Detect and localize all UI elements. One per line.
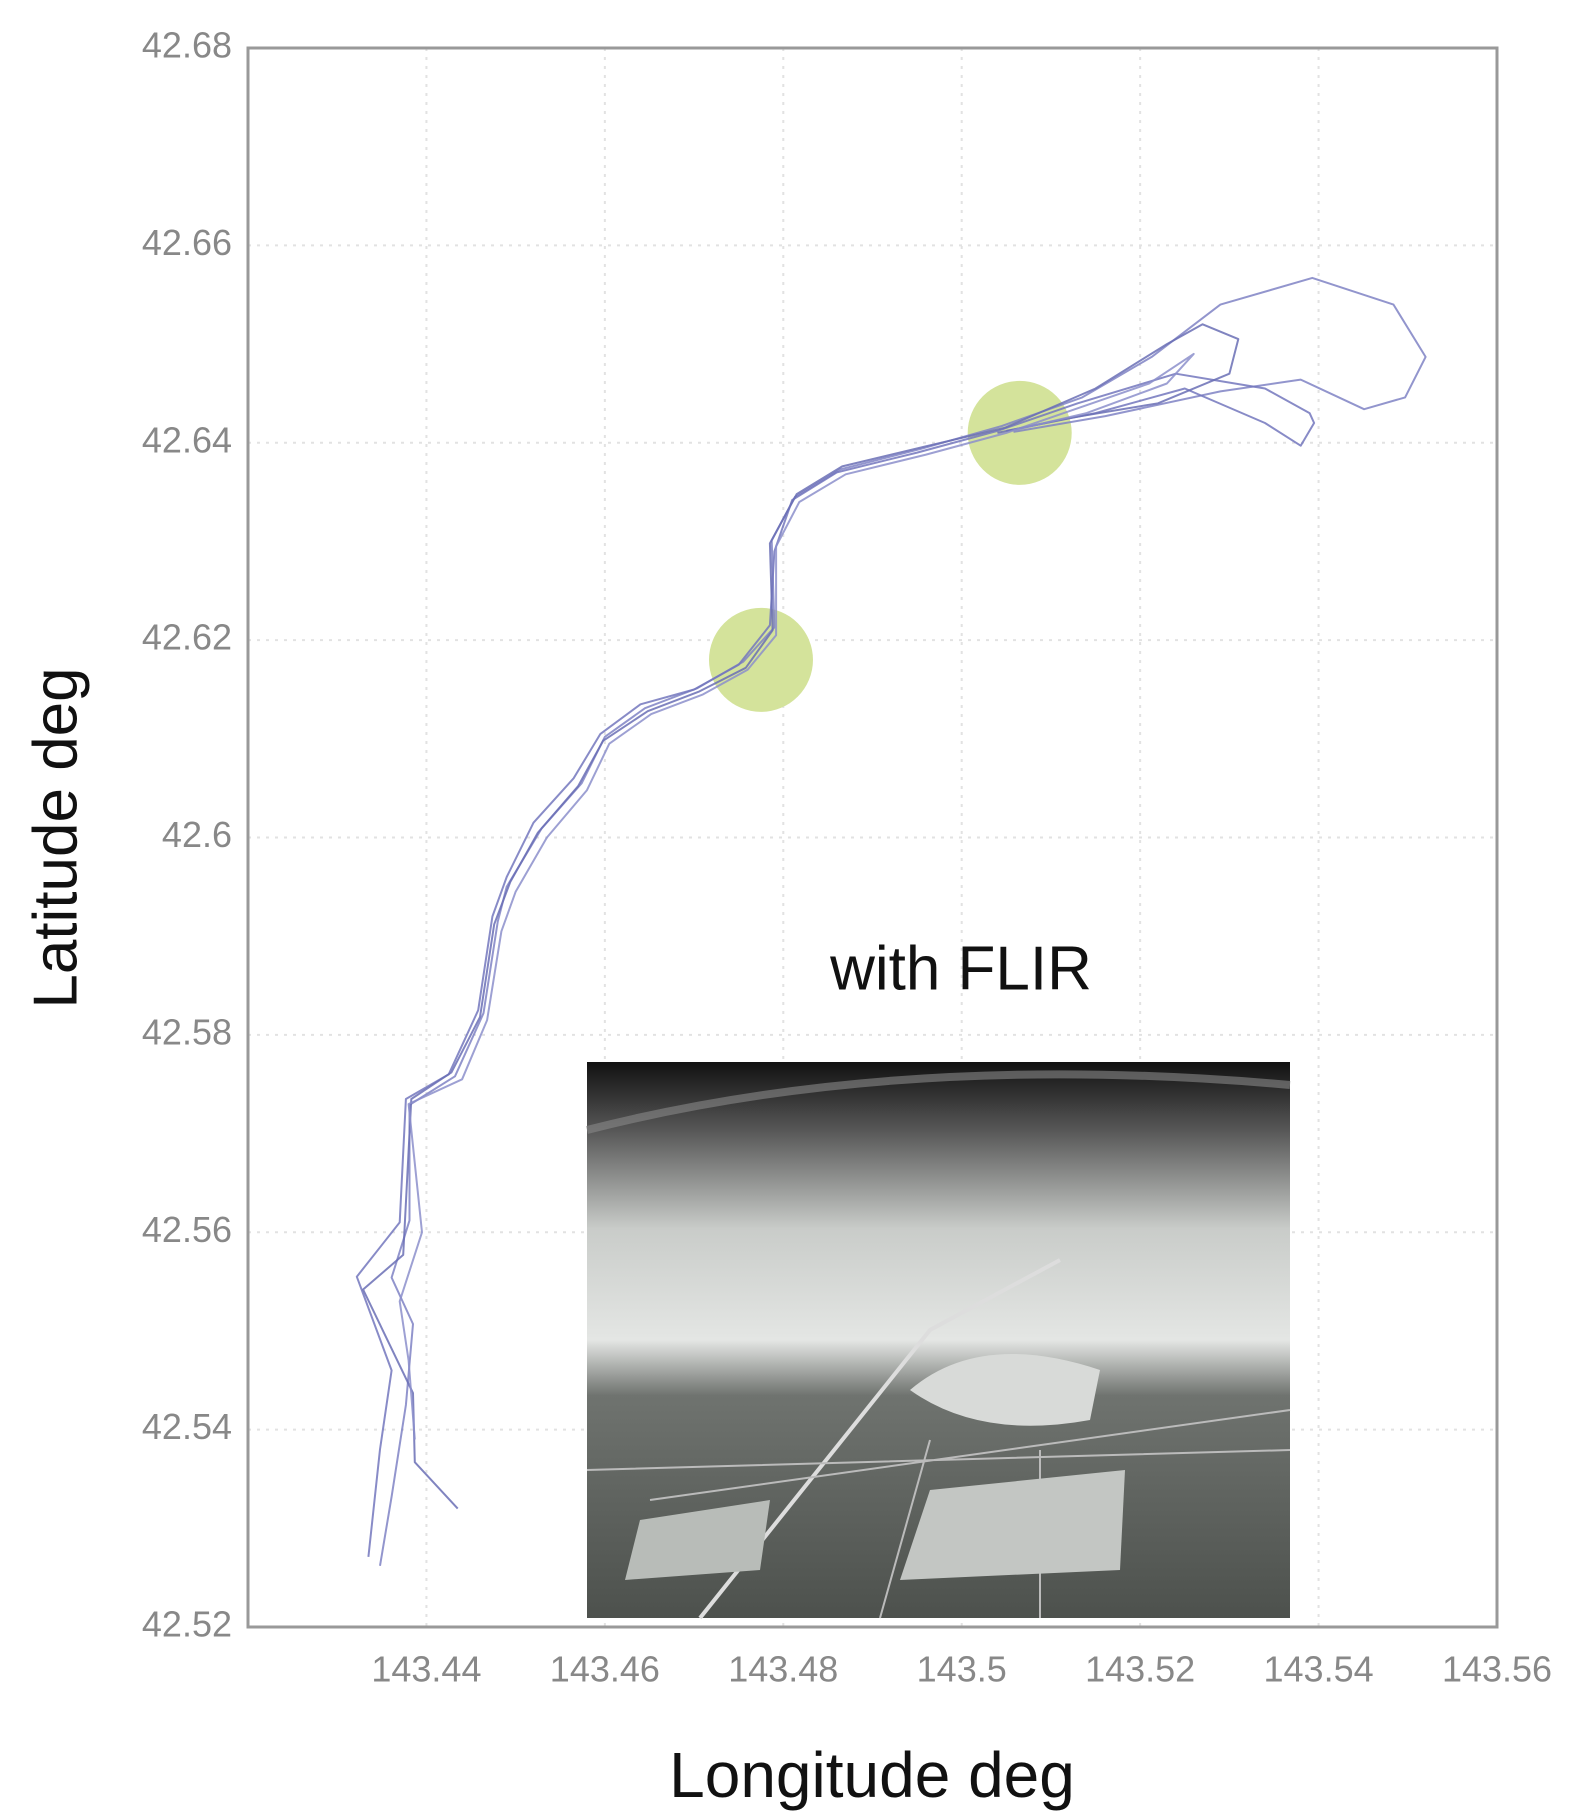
y-tick-label: 42.54 <box>142 1406 232 1447</box>
x-tick-label: 143.56 <box>1442 1649 1552 1690</box>
y-tick-label: 42.66 <box>142 222 232 263</box>
x-axis-label: Longitude deg <box>669 1739 1075 1811</box>
y-tick-label: 42.56 <box>142 1209 232 1250</box>
field <box>900 1470 1125 1580</box>
highlight-zone <box>967 380 1072 485</box>
x-tick-label: 143.48 <box>728 1649 838 1690</box>
highlight-zone <box>708 607 813 712</box>
x-tick-label: 143.44 <box>371 1649 481 1690</box>
x-tick-label: 143.52 <box>1085 1649 1195 1690</box>
field-lines <box>586 1409 1291 1619</box>
trajectory <box>355 372 1316 1558</box>
horizon <box>586 1070 1291 1134</box>
annotation: with FLIR <box>829 934 1092 1003</box>
y-tick-label: 42.64 <box>142 419 232 460</box>
y-tick-label: 42.6 <box>162 814 232 855</box>
inset-image <box>586 1062 1291 1620</box>
y-tick-label: 42.58 <box>142 1011 232 1052</box>
plot-frame <box>246 46 1499 1629</box>
y-tick-label: 42.68 <box>142 25 232 66</box>
field <box>625 1500 770 1580</box>
town <box>910 1354 1100 1426</box>
y-tick-label: 42.62 <box>142 617 232 658</box>
x-tick-label: 143.5 <box>917 1649 1007 1690</box>
x-tick-label: 143.46 <box>550 1649 660 1690</box>
road <box>698 1258 1061 1620</box>
trajectory <box>398 352 1195 1440</box>
y-tick-label: 42.52 <box>142 1604 232 1645</box>
x-tick-label: 143.54 <box>1264 1649 1374 1690</box>
y-axis-label: Latitude deg <box>21 667 90 1008</box>
